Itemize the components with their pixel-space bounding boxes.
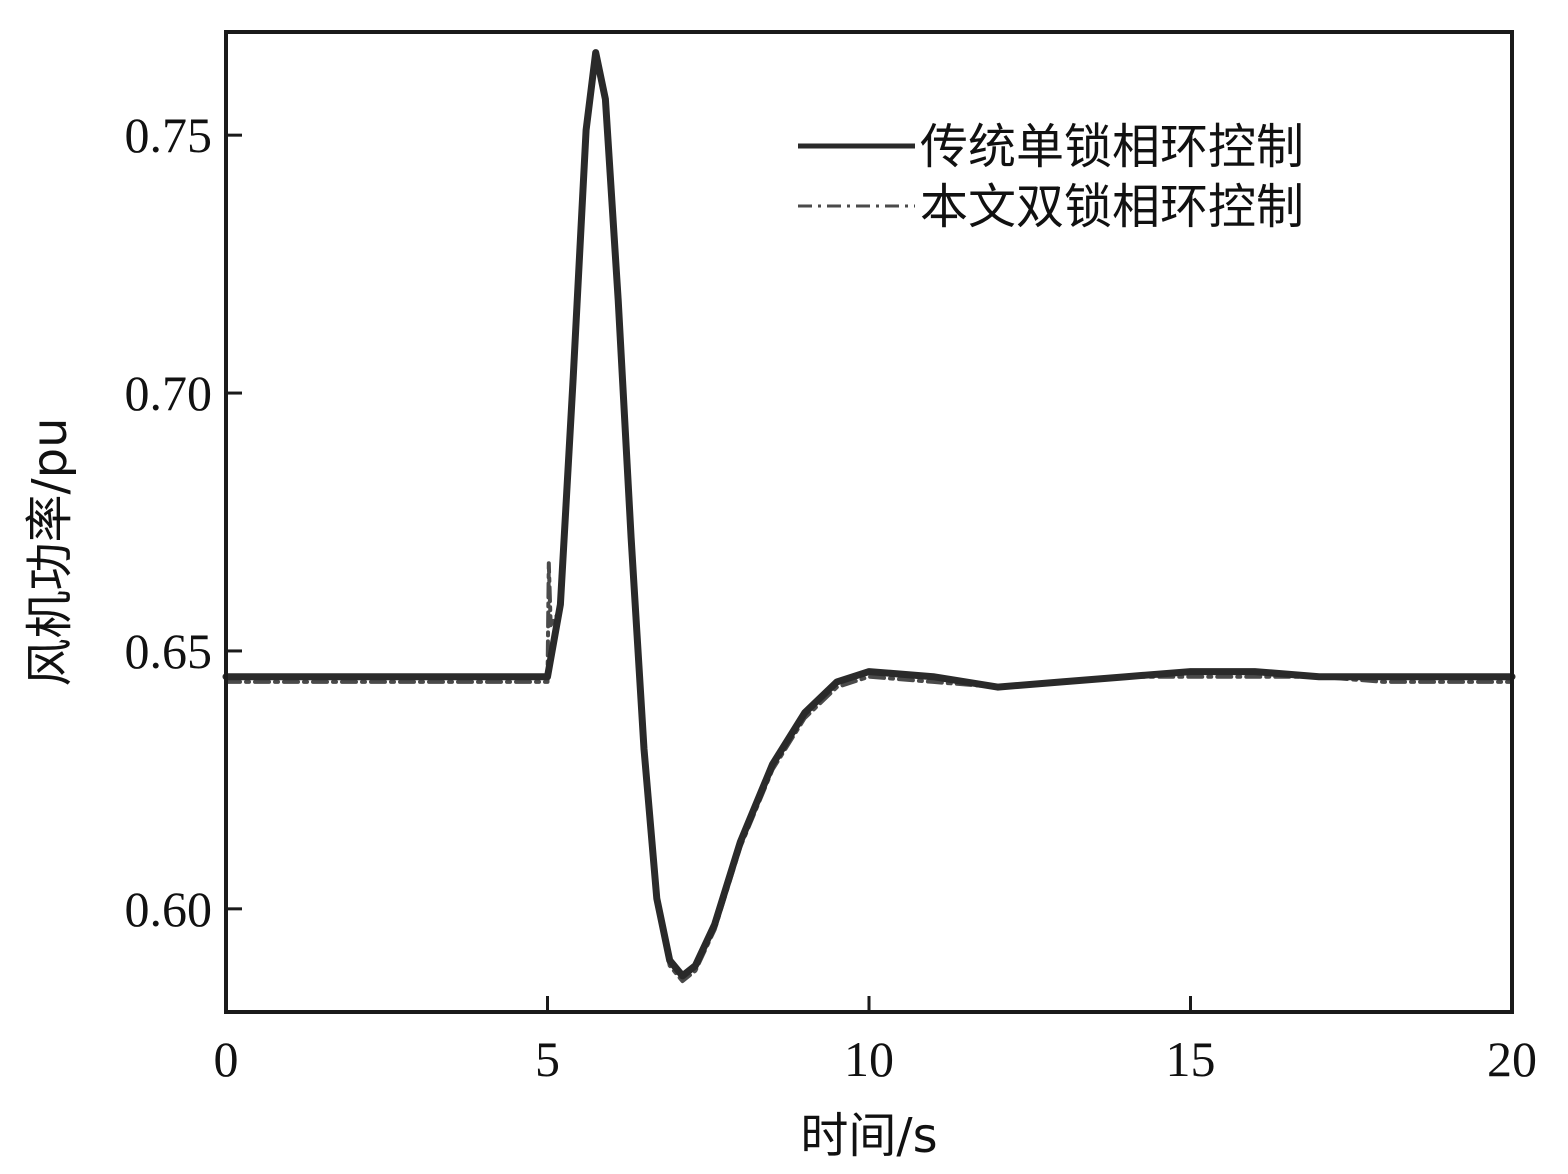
x-tick-label: 0 (214, 1031, 239, 1087)
legend-label-2: 本文双锁相环控制 (920, 179, 1304, 235)
x-tick-label: 5 (535, 1031, 560, 1087)
plot-frame (224, 30, 1514, 1014)
y-tick-label: 0.65 (125, 623, 213, 679)
x-axis-title: 时间/s (800, 1108, 937, 1164)
series-line-1 (222, 49, 1516, 980)
x-tick-label: 20 (1487, 1031, 1537, 1087)
y-tick-label: 0.75 (125, 107, 213, 163)
series-line-2 (224, 55, 1514, 984)
y-axis-ticks: 0.60 0.65 0.70 0.75 (125, 107, 242, 937)
y-axis-title: 风机功率/pu (22, 417, 78, 686)
x-tick-label: 15 (1166, 1031, 1216, 1087)
x-axis-ticks: 0 5 10 15 20 (214, 996, 1537, 1087)
y-tick-label: 0.70 (125, 365, 213, 421)
legend-label-1: 传统单锁相环控制 (920, 119, 1304, 175)
x-tick-label: 10 (844, 1031, 894, 1087)
y-tick-label: 0.60 (125, 881, 213, 937)
plot-lines (222, 49, 1516, 984)
